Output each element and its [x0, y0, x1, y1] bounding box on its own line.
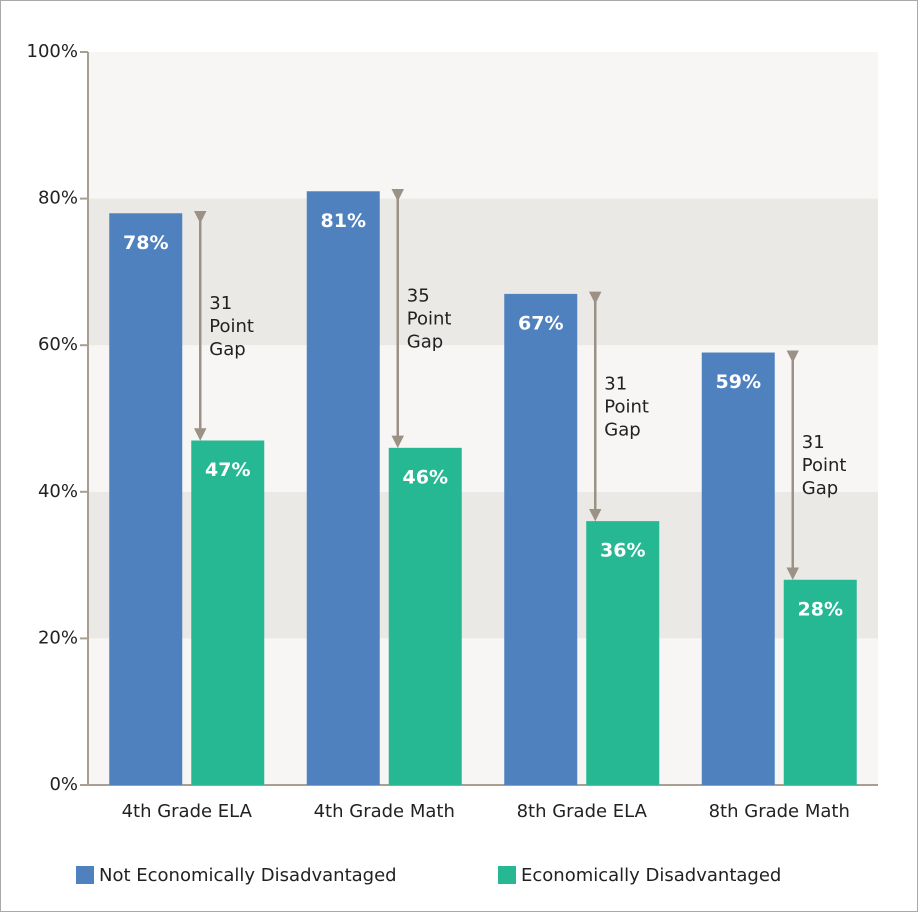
x-tick-label: 4th Grade ELA: [122, 801, 253, 822]
gap-annotation: 31: [604, 374, 627, 395]
grid-band: [88, 52, 878, 199]
legend-swatch: [76, 866, 94, 884]
bar: [306, 191, 380, 785]
legend-label: Not Economically Disadvantaged: [99, 865, 397, 886]
legend-label: Economically Disadvantaged: [521, 865, 781, 886]
gap-annotation: 35: [407, 286, 430, 307]
gap-annotation: Gap: [604, 420, 640, 441]
legend-swatch: [498, 866, 516, 884]
gap-annotation: Gap: [209, 339, 245, 360]
y-tick-label: 0%: [49, 774, 78, 795]
gap-annotation: Gap: [802, 478, 838, 499]
gap-annotation: Point: [802, 455, 847, 476]
bar: [783, 579, 857, 785]
y-tick-label: 40%: [38, 481, 78, 502]
gap-annotation: Point: [407, 309, 452, 330]
value-label: 81%: [321, 210, 366, 232]
y-tick-label: 60%: [38, 334, 78, 355]
grid-band: [88, 198, 878, 346]
x-tick-label: 4th Grade Math: [314, 801, 455, 822]
bar: [701, 352, 775, 785]
value-label: 36%: [600, 540, 645, 562]
gap-annotation: 31: [802, 432, 825, 453]
x-tick-label: 8th Grade Math: [709, 801, 850, 822]
gap-annotation: Gap: [407, 332, 443, 353]
value-label: 46%: [403, 466, 448, 488]
value-label: 59%: [716, 371, 761, 393]
gap-annotation: Point: [604, 397, 649, 418]
value-label: 47%: [205, 459, 250, 481]
bar: [504, 293, 578, 785]
bar: [109, 213, 183, 785]
value-label: 67%: [518, 312, 563, 334]
y-tick-label: 80%: [38, 188, 78, 209]
y-tick-label: 100%: [27, 41, 78, 62]
bar: [191, 440, 265, 785]
y-tick-label: 20%: [38, 627, 78, 648]
bar: [388, 447, 462, 785]
value-label: 78%: [123, 232, 168, 254]
value-label: 28%: [798, 598, 843, 620]
bar: [586, 521, 660, 785]
x-tick-label: 8th Grade ELA: [517, 801, 648, 822]
gap-annotation: 31: [209, 293, 232, 314]
gap-annotation: Point: [209, 316, 254, 337]
